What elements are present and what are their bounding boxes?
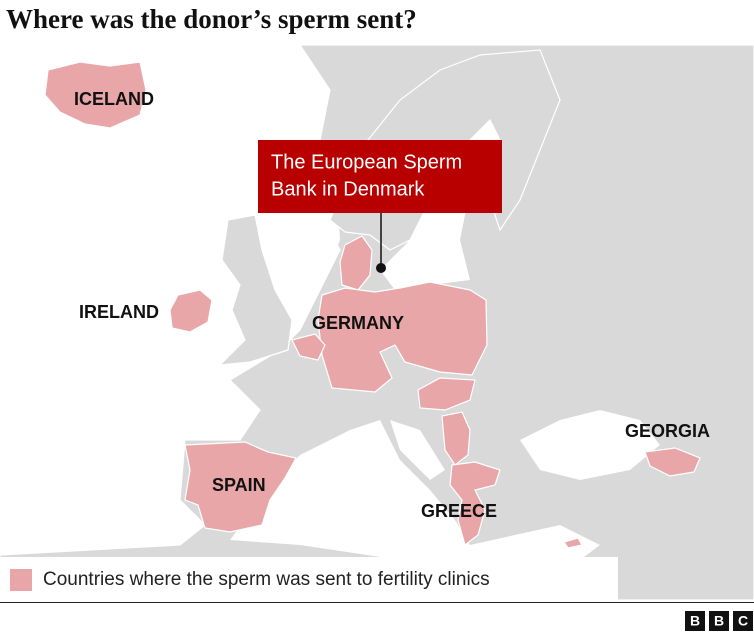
great-britain xyxy=(218,214,293,366)
logo-letter: B xyxy=(690,613,700,629)
callout: The European Sperm Bank in Denmark xyxy=(258,140,502,273)
callout-text: The European Sperm xyxy=(271,151,462,173)
logo-letter: C xyxy=(738,613,748,629)
cyprus xyxy=(563,537,583,549)
hungary xyxy=(417,377,476,411)
denmark xyxy=(339,235,373,291)
legend: Countries where the sperm was sent to fe… xyxy=(0,557,618,601)
callout-text: Bank in Denmark xyxy=(271,178,425,200)
country-label: GEORGIA xyxy=(625,421,710,441)
spain xyxy=(184,441,297,533)
title: Where was the donor’s sperm sent? xyxy=(6,4,417,34)
callout-dot xyxy=(376,263,386,273)
logo-block xyxy=(685,611,705,631)
belgium xyxy=(291,333,326,361)
logo-letter: B xyxy=(714,613,724,629)
logo-block xyxy=(709,611,729,631)
ireland xyxy=(169,289,213,333)
country-labels: ICELAND IRELAND GERMANY SPAIN GREECE GEO… xyxy=(74,89,710,521)
atlantic xyxy=(0,45,330,555)
adriatic xyxy=(390,420,445,480)
bbc-logo: B B C xyxy=(685,611,753,631)
country-label: GREECE xyxy=(421,501,497,521)
legend-swatch xyxy=(10,569,32,591)
black-sea xyxy=(520,410,660,480)
serbia xyxy=(441,411,471,466)
legend-box xyxy=(0,557,618,601)
logo-block xyxy=(733,611,753,631)
country-label: ICELAND xyxy=(74,89,154,109)
country-label: GERMANY xyxy=(312,313,404,333)
country-label: SPAIN xyxy=(212,475,266,495)
germany-poland xyxy=(317,281,488,393)
country-label: IRELAND xyxy=(79,302,159,322)
mediterranean xyxy=(230,420,600,560)
greece xyxy=(449,461,501,547)
callout-box xyxy=(258,140,502,213)
map xyxy=(0,44,754,601)
legend-text: Countries where the sperm was sent to fe… xyxy=(43,569,490,590)
iceland xyxy=(44,61,147,129)
georgia xyxy=(644,447,701,477)
